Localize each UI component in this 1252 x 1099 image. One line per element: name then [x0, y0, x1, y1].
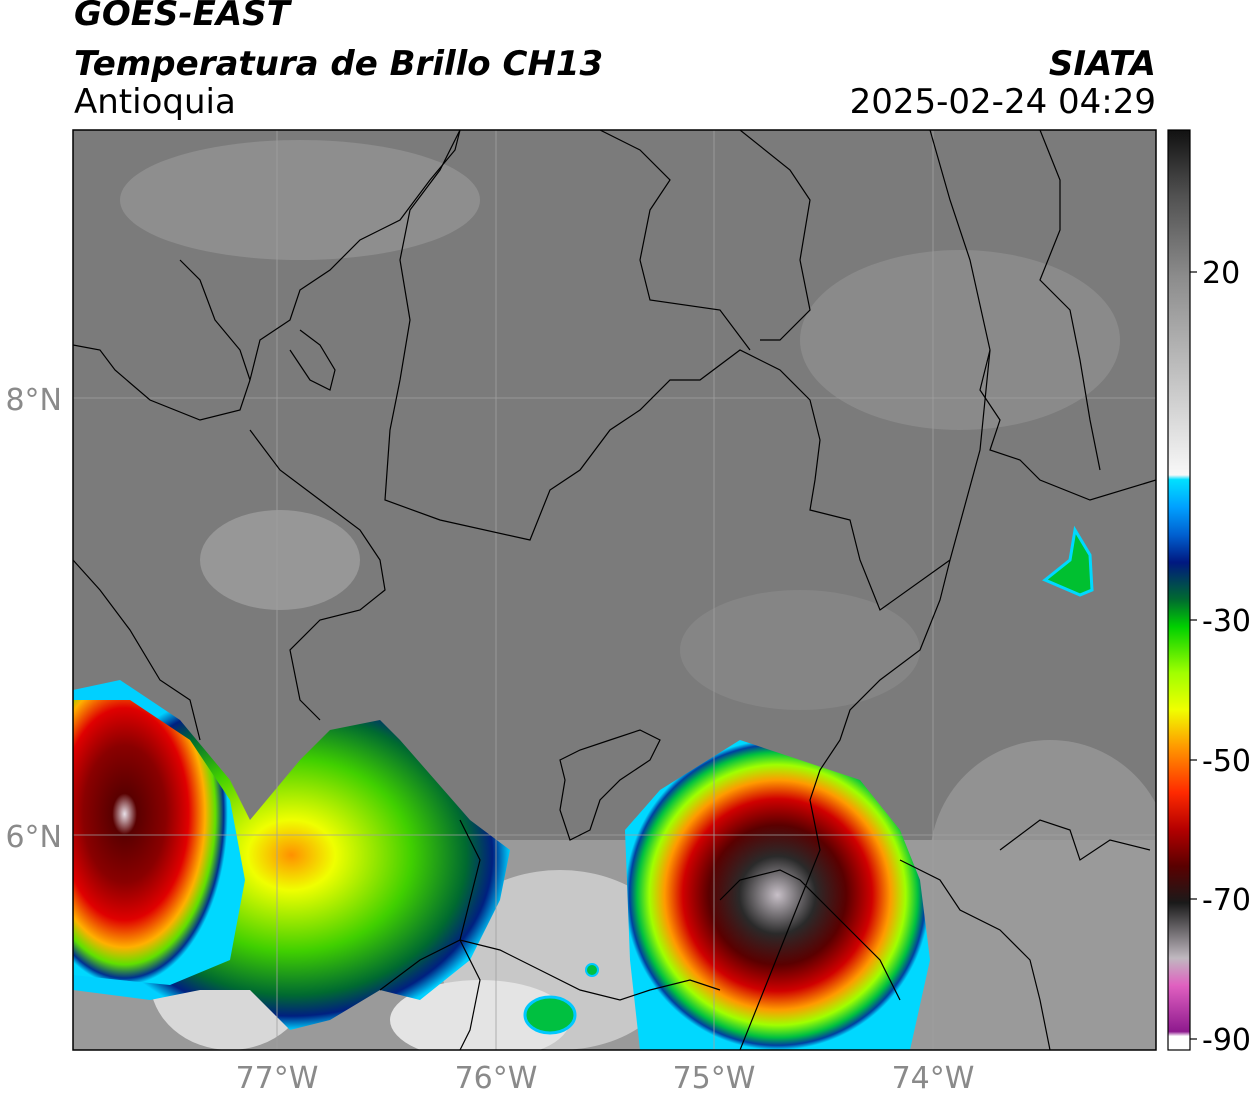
cloud-layer	[73, 140, 1156, 1050]
satellite-title: GOES-EAST	[74, 0, 290, 34]
lat-tick-8n: 8°N	[5, 383, 62, 418]
colorbar-tick-minus70: -70	[1202, 883, 1251, 918]
lon-tick-75w: 75°W	[673, 1061, 756, 1096]
colorbar-tick-minus50: -50	[1202, 744, 1251, 779]
datetime-label: 2025-02-24 04:29	[849, 82, 1156, 122]
lon-tick-77w: 77°W	[236, 1061, 319, 1096]
map-frame	[72, 129, 1157, 1051]
colorbar-tick-20: 20	[1202, 256, 1240, 291]
colorbar-tick-minus30: -30	[1202, 604, 1251, 639]
product-title: Temperatura de Brillo CH13	[74, 44, 604, 84]
colorbar-tick-minus90: -90	[1202, 1023, 1251, 1058]
borders	[73, 130, 1156, 1050]
lat-tick-6n: 6°N	[5, 820, 62, 855]
organization-label: SIATA	[1048, 44, 1156, 84]
colorbar-gradient	[1167, 129, 1191, 1051]
lon-tick-76w: 76°W	[455, 1061, 538, 1096]
graticule	[73, 130, 1156, 1050]
region-title: Antioquia	[74, 82, 236, 122]
colorbar: 20 -30 -50 -70 -90	[1167, 129, 1251, 1058]
lon-tick-74w: 74°W	[892, 1061, 975, 1096]
